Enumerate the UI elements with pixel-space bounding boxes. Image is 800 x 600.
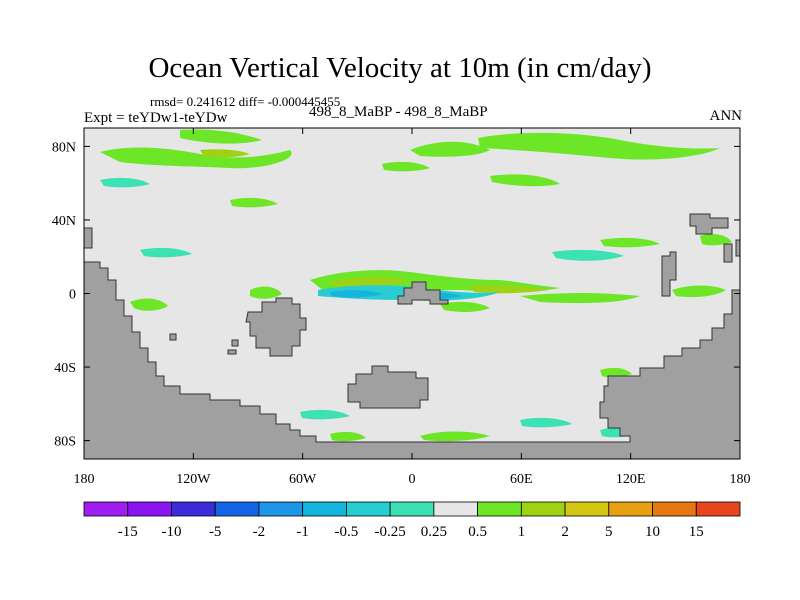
colorbar-level-label: 1 (518, 524, 526, 540)
land-equatorial-strip (397, 281, 449, 305)
colorbar-level-label: 5 (605, 524, 613, 540)
cases-label: 498_8_MaBP - 498_8_MaBP (309, 104, 488, 120)
positive-velocity-patches (100, 129, 732, 442)
colorbar-swatch (171, 501, 216, 517)
colorbar-swatch (214, 501, 260, 517)
chart-title: Ocean Vertical Velocity at 10m (in cm/da… (148, 52, 652, 84)
land-equatorial-island (245, 297, 307, 357)
colorbar-level-label: -2 (253, 524, 266, 540)
land-far-east-notch (735, 239, 741, 257)
y-tick-label: 80N (52, 140, 76, 155)
colorbar-level-label: -1 (296, 524, 309, 540)
y-tick-label: 80S (54, 435, 76, 450)
x-tick-label: 120E (616, 472, 646, 487)
colorbar-swatch (652, 501, 697, 517)
land-southern-continent (347, 365, 429, 409)
colorbar-swatch (608, 501, 653, 517)
y-tick-label: 0 (69, 288, 76, 303)
x-tick-label: 60E (510, 472, 533, 487)
colorbar-level-label: 2 (561, 524, 569, 540)
colorbar-swatch (127, 501, 172, 517)
land-east-sliver (661, 251, 677, 297)
colorbar-level-label: 0.25 (421, 524, 447, 540)
land-west-tip (83, 227, 93, 249)
stats-text: rmsd= 0.241612 diff= -0.000445455 (150, 94, 341, 109)
colorbar-swatch (258, 501, 304, 517)
colorbar-swatch (477, 501, 522, 517)
colorbar-level-label: 0.5 (468, 524, 487, 540)
land-western-continent (83, 261, 741, 460)
colorbar-swatch (564, 501, 610, 517)
colorbar-level-label: -0.5 (335, 524, 359, 540)
colorbar-swatch (302, 501, 347, 517)
colorbar-swatch (695, 501, 741, 517)
colorbar-swatch (433, 501, 479, 517)
axis-ticks (83, 128, 741, 459)
x-tick-label: 60W (289, 472, 317, 487)
x-tick-label: 0 (409, 472, 416, 487)
colorbar-level-label: -10 (161, 524, 181, 540)
colorbar-swatch (345, 501, 391, 517)
land-small-isle-c (169, 333, 177, 341)
colorbar-level-label: 15 (689, 524, 704, 540)
y-tick-label: 40N (52, 214, 76, 229)
colorbar-level-label: -5 (209, 524, 222, 540)
x-tick-label: 180 (74, 472, 95, 487)
colorbar-swatch (83, 501, 129, 517)
season-label: ANN (709, 108, 743, 124)
x-tick-label: 120W (176, 472, 211, 487)
axis-labels: 180 120W 60W 0 60E 120E 180 80N 40N 0 40S 80S (52, 140, 751, 487)
y-tick-label: 40S (54, 361, 76, 376)
positive-strong-patches (200, 149, 548, 294)
colorbar-level-label: 10 (645, 524, 660, 540)
experiment-label: Expt = teYDw1-teYDw (84, 110, 228, 126)
colorbar-level-label: -15 (118, 524, 138, 540)
land-small-isle-b (227, 349, 237, 355)
colorbar-level-label: -0.25 (375, 524, 406, 540)
land-small-isle-a (231, 339, 239, 347)
land-masses (83, 213, 741, 460)
land-northeast-island (689, 213, 729, 235)
colorbar-swatch (520, 501, 566, 517)
colorbar: -15 -10 -5 -2 -1 -0.5 -0.25 0.25 0.5 1 2 5 10 15 (83, 501, 741, 540)
x-tick-label: 180 (730, 472, 751, 487)
land-far-east-bits (723, 243, 733, 263)
colorbar-swatch (389, 501, 435, 517)
